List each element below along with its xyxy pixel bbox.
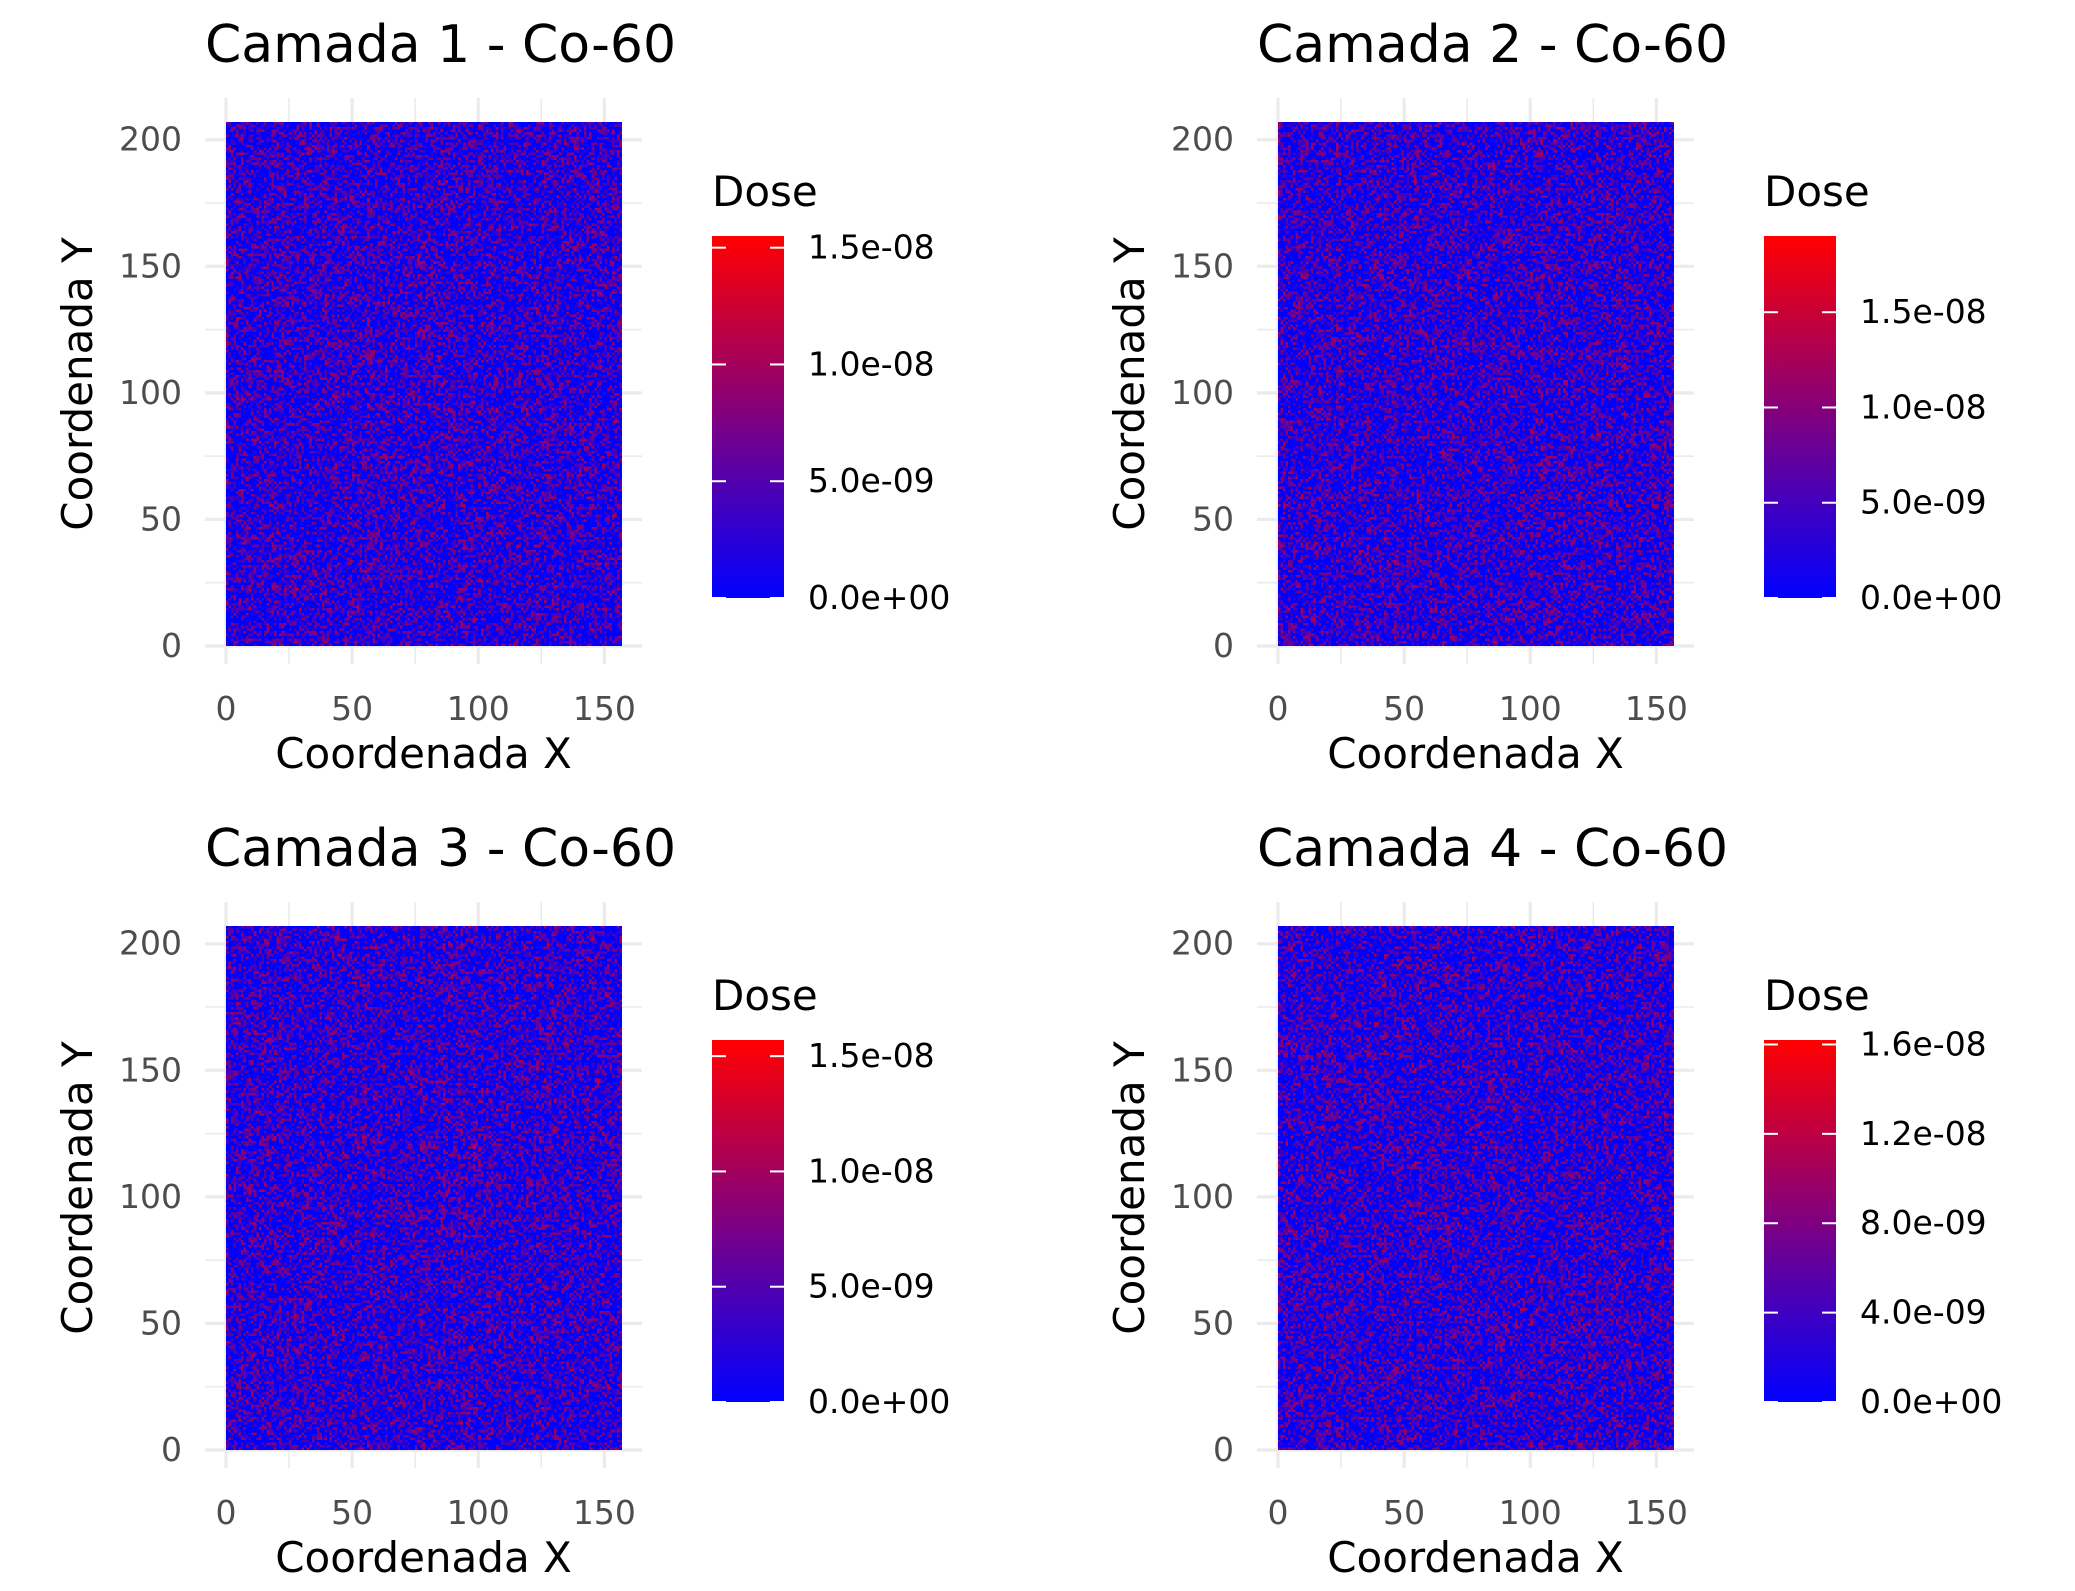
legend-title: Dose xyxy=(1764,971,1870,1020)
x-tick-label: 100 xyxy=(1499,1493,1562,1532)
y-tick-label: 200 xyxy=(119,120,182,159)
y-tick-label: 150 xyxy=(1171,1050,1234,1089)
y-tick-label: 100 xyxy=(119,1177,182,1216)
y-tick-label: 50 xyxy=(140,1303,182,1342)
y-axis-title: Coordenada Y xyxy=(1105,237,1154,531)
legend-label: 1.6e-08 xyxy=(1860,1024,1987,1063)
legend-title: Dose xyxy=(1764,167,1870,216)
y-tick-label: 200 xyxy=(1171,120,1234,159)
x-tick-label: 150 xyxy=(573,1493,636,1532)
x-tick-label: 0 xyxy=(216,689,237,728)
y-axis-title: Coordenada Y xyxy=(53,237,102,531)
panel-3: Camada 3 - Co-60 0 50 100 150 0 50 100 150 200 Coo… xyxy=(53,819,950,1582)
heatmap-tiles xyxy=(1278,122,1674,646)
y-tick-label: 100 xyxy=(1171,373,1234,412)
x-axis-title: Coordenada X xyxy=(275,1533,572,1582)
y-tick-label: 150 xyxy=(119,1050,182,1089)
legend-label: 0.0e+00 xyxy=(1860,1382,2002,1421)
legend-colorbar xyxy=(1764,236,1836,598)
x-tick-label: 150 xyxy=(1625,689,1688,728)
legend-label: 1.0e-08 xyxy=(808,1151,935,1190)
x-axis-title: Coordenada X xyxy=(1327,729,1624,778)
chart-title: Camada 3 - Co-60 xyxy=(205,819,676,879)
legend-label: 1.0e-08 xyxy=(1860,387,1987,426)
legend: Dose 0.0e+00 4.0e-09 8.0e-09 1.2e-08 1.6e-08 xyxy=(1764,971,2002,1421)
y-tick-label: 50 xyxy=(1192,499,1234,538)
x-tick-label: 150 xyxy=(1625,1493,1688,1532)
y-tick-label: 150 xyxy=(1171,246,1234,285)
y-tick-label: 0 xyxy=(1213,626,1234,665)
chart-title: Camada 4 - Co-60 xyxy=(1257,819,1728,879)
legend-title: Dose xyxy=(712,167,818,216)
panel-4: Camada 4 - Co-60 0 50 100 150 0 50 100 150 200 Coo… xyxy=(1105,819,2002,1582)
x-tick-label: 100 xyxy=(447,1493,510,1532)
legend-label: 0.0e+00 xyxy=(808,578,950,617)
legend-label: 1.0e-08 xyxy=(808,344,935,383)
y-tick-label: 150 xyxy=(119,246,182,285)
legend-label: 1.5e-08 xyxy=(1860,292,1987,331)
heatmap-tiles xyxy=(226,122,622,646)
y-tick-label: 200 xyxy=(119,924,182,963)
legend-label: 5.0e-09 xyxy=(1860,483,1987,522)
x-tick-label: 50 xyxy=(331,1493,373,1532)
x-axis-title: Coordenada X xyxy=(1327,1533,1624,1582)
legend-label: 0.0e+00 xyxy=(1860,578,2002,617)
heatmap-tiles xyxy=(226,926,622,1450)
x-tick-label: 50 xyxy=(1383,1493,1425,1532)
legend-label: 8.0e-09 xyxy=(1860,1203,1987,1242)
legend-colorbar xyxy=(712,1040,784,1402)
y-tick-label: 50 xyxy=(1192,1303,1234,1342)
x-tick-label: 150 xyxy=(573,689,636,728)
legend-label: 5.0e-09 xyxy=(808,461,935,500)
legend-label: 1.5e-08 xyxy=(808,228,935,267)
legend-label: 5.0e-09 xyxy=(808,1267,935,1306)
chart-title: Camada 1 - Co-60 xyxy=(205,15,676,75)
y-tick-label: 50 xyxy=(140,499,182,538)
legend: Dose 0.0e+00 5.0e-09 1.0e-08 1.5e-08 xyxy=(712,167,950,617)
legend-colorbar xyxy=(1764,1040,1836,1402)
y-tick-label: 100 xyxy=(1171,1177,1234,1216)
panel-2: Camada 2 - Co-60 0 50 100 150 0 50 100 150 200 Coo… xyxy=(1105,15,2002,778)
x-tick-label: 0 xyxy=(1268,689,1289,728)
heatmap-tiles xyxy=(1278,926,1674,1450)
chart-title: Camada 2 - Co-60 xyxy=(1257,15,1728,75)
x-tick-label: 100 xyxy=(1499,689,1562,728)
legend-label: 1.2e-08 xyxy=(1860,1114,1987,1153)
y-tick-label: 0 xyxy=(161,626,182,665)
x-axis-title: Coordenada X xyxy=(275,729,572,778)
y-tick-label: 200 xyxy=(1171,924,1234,963)
x-tick-label: 0 xyxy=(216,1493,237,1532)
legend-colorbar xyxy=(712,236,784,598)
y-tick-label: 0 xyxy=(1213,1430,1234,1469)
y-axis-title: Coordenada Y xyxy=(1105,1041,1154,1335)
legend-title: Dose xyxy=(712,971,818,1020)
legend: Dose 0.0e+00 5.0e-09 1.0e-08 1.5e-08 xyxy=(1764,167,2002,617)
panel-1: Camada 1 - Co-60 0 50 100 150 0 50 100 150 200 Coo… xyxy=(53,15,950,778)
x-tick-label: 0 xyxy=(1268,1493,1289,1532)
legend-label: 0.0e+00 xyxy=(808,1382,950,1421)
x-tick-label: 50 xyxy=(1383,689,1425,728)
x-tick-label: 100 xyxy=(447,689,510,728)
y-tick-label: 100 xyxy=(119,373,182,412)
x-tick-label: 50 xyxy=(331,689,373,728)
legend: Dose 0.0e+00 5.0e-09 1.0e-08 1.5e-08 xyxy=(712,971,950,1421)
legend-label: 4.0e-09 xyxy=(1860,1293,1987,1332)
legend-label: 1.5e-08 xyxy=(808,1036,935,1075)
y-tick-label: 0 xyxy=(161,1430,182,1469)
y-axis-title: Coordenada Y xyxy=(53,1041,102,1335)
